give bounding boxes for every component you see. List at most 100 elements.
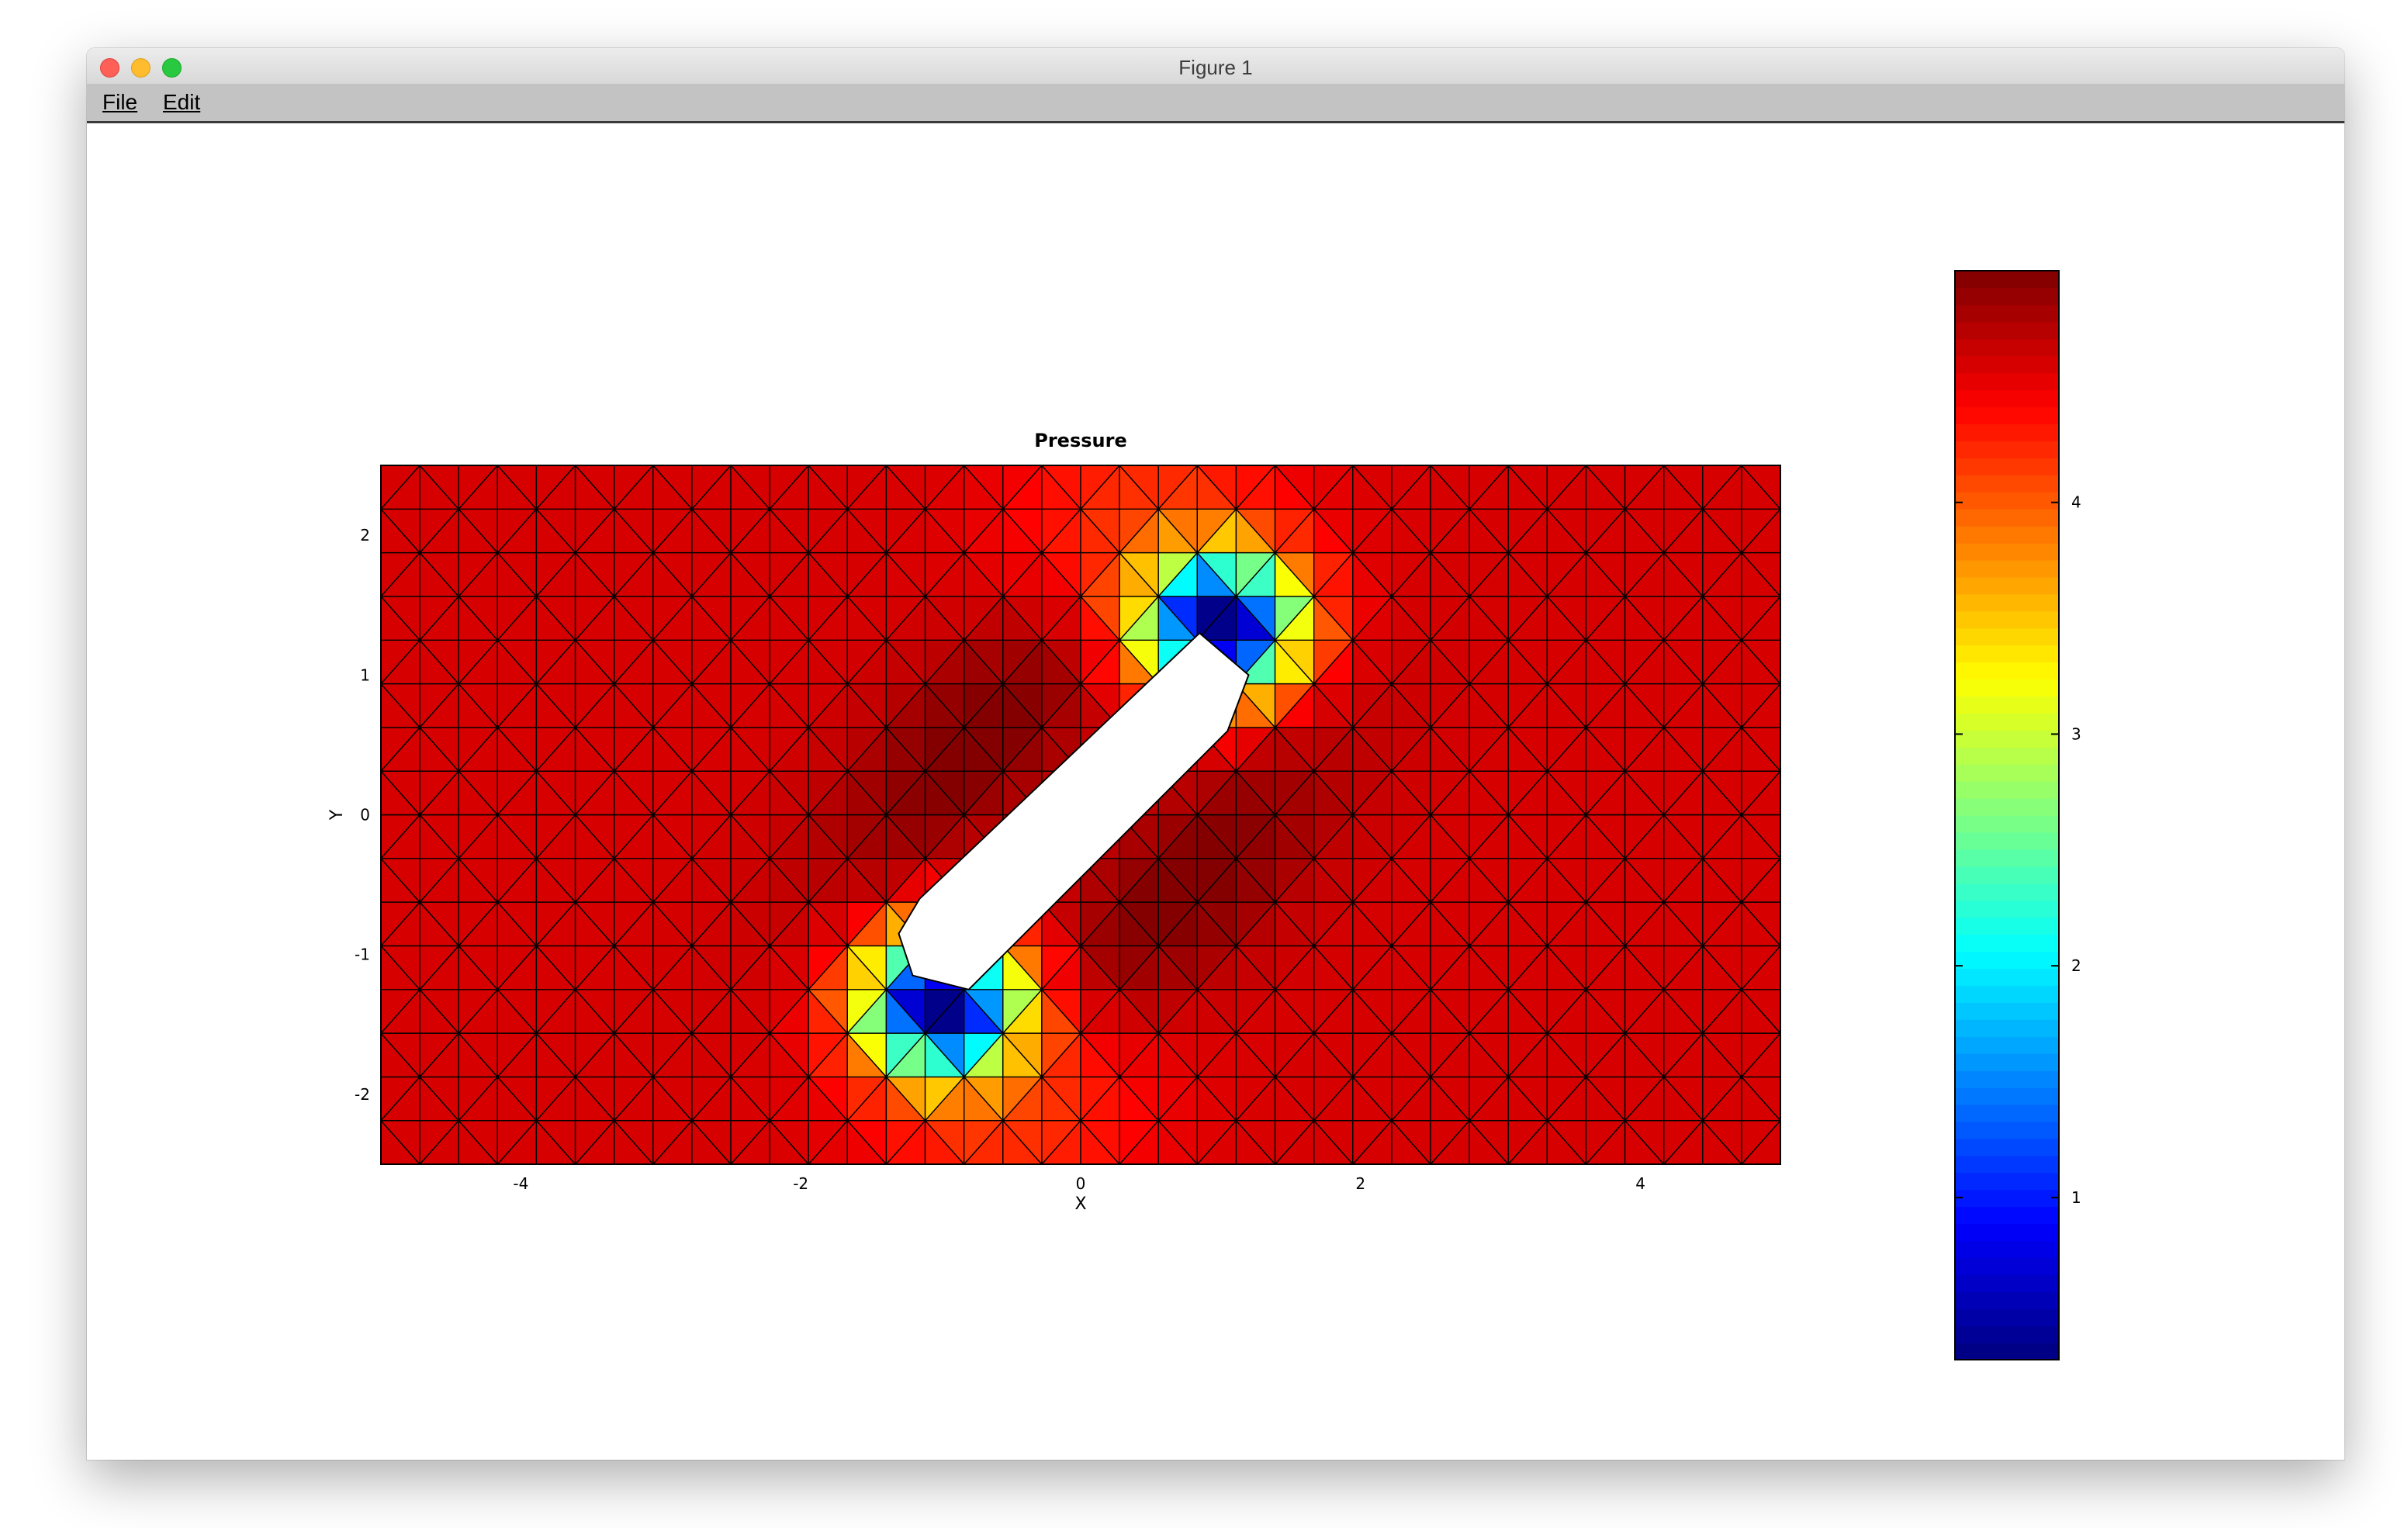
colorbar-segment	[1955, 679, 2059, 697]
colorbar-segment	[1955, 338, 2059, 357]
colorbar: 1 2 3 4	[1954, 270, 2081, 1360]
colorbar-segment	[1955, 1002, 2059, 1020]
x-axis-label: X	[1074, 1194, 1086, 1214]
colorbar-tick-label: 2	[2071, 956, 2081, 975]
y-tick-label: -1	[355, 945, 370, 964]
mesh-cell	[1157, 465, 1199, 511]
colorbar-segment	[1955, 406, 2059, 425]
colorbar-segment	[1955, 1206, 2059, 1225]
mesh-cell	[1740, 465, 1780, 510]
colorbar-segment	[1955, 883, 2059, 901]
minimize-window-button[interactable]	[131, 58, 150, 78]
colorbar-segment	[1955, 815, 2059, 833]
menu-edit-label: Edit	[163, 90, 201, 114]
colorbar-segment	[1955, 287, 2059, 306]
pressure-chart: Pressure X Y -4 -2 0 2 4 -2 -1 0 1 2 1 2 3 4	[327, 270, 2081, 1360]
mesh-cell	[1313, 465, 1354, 511]
colorbar-segment	[1955, 1138, 2059, 1156]
mesh-cell	[614, 465, 654, 511]
colorbar-segment	[1955, 559, 2059, 578]
mesh-cell	[535, 465, 576, 511]
colorbar-segment	[1955, 645, 2059, 663]
colorbar-segment	[1955, 1308, 2059, 1326]
colorbar-tick-label: 3	[2071, 724, 2081, 743]
colorbar-segment	[1955, 968, 2059, 986]
mesh-cell	[1702, 465, 1742, 511]
x-tick-label: 4	[1635, 1174, 1645, 1193]
menu-file[interactable]: File	[102, 90, 137, 115]
figure-window: Figure 1 File Edit Pressure X Y -4 -2 0 2 4 …	[87, 48, 2344, 1460]
colorbar-segment	[1955, 1036, 2059, 1054]
colorbar-segment	[1955, 1343, 2059, 1360]
title-bar[interactable]: Figure 1	[87, 48, 2344, 85]
colorbar-segment	[1955, 730, 2059, 748]
colorbar-segment	[1955, 1155, 2059, 1174]
colorbar-segment	[1955, 271, 2059, 289]
colorbar-segment	[1955, 492, 2059, 510]
mesh-cell	[691, 465, 732, 511]
mesh-cell	[381, 465, 421, 510]
colorbar-segment	[1955, 951, 2059, 970]
mesh-cell	[1080, 465, 1121, 511]
colorbar-segment	[1955, 321, 2059, 340]
y-axis-label: Y	[327, 809, 347, 821]
colorbar-segment	[1955, 866, 2059, 884]
colorbar-segment	[1955, 900, 2059, 918]
x-tick-label: -2	[793, 1174, 808, 1193]
colorbar-segment	[1955, 1223, 2059, 1242]
colorbar-segment	[1955, 475, 2059, 493]
colorbar-tick-label: 1	[2071, 1188, 2081, 1207]
colorbar-segment	[1955, 985, 2059, 1003]
mesh-cell	[846, 465, 887, 511]
mesh-plot	[381, 465, 1780, 1164]
close-window-button[interactable]	[100, 58, 119, 78]
y-tick-label: 0	[360, 806, 370, 824]
chart-title: Pressure	[1034, 430, 1126, 451]
colorbar-segment	[1955, 934, 2059, 952]
mesh-cell	[1391, 465, 1431, 511]
mesh-cell	[1235, 465, 1276, 511]
colorbar-segment	[1955, 1326, 2059, 1343]
colorbar-segment	[1955, 1240, 2059, 1258]
colorbar-tick-label: 4	[2071, 493, 2081, 512]
plot-area: Pressure X Y -4 -2 0 2 4 -2 -1 0 1 2 1 2 3 4	[87, 123, 2344, 1460]
x-tick-label: 2	[1355, 1174, 1365, 1193]
colorbar-segment	[1955, 576, 2059, 595]
mesh-cell	[769, 465, 810, 511]
x-tick-label: -4	[513, 1174, 528, 1193]
colorbar-segment	[1955, 1121, 2059, 1139]
colorbar-segment	[1955, 509, 2059, 527]
colorbar-segment	[1955, 781, 2059, 799]
colorbar-segment	[1955, 1087, 2059, 1105]
colorbar-segment	[1955, 526, 2059, 544]
mesh-cell	[458, 465, 499, 511]
colorbar-segment	[1955, 1172, 2059, 1191]
colorbar-segment	[1955, 764, 2059, 782]
obstacle	[898, 631, 1250, 990]
colorbar-segment	[1955, 696, 2059, 714]
menu-edit[interactable]: Edit	[163, 90, 200, 115]
colorbar-segment	[1955, 389, 2059, 408]
colorbar-segment	[1955, 798, 2059, 816]
window-title: Figure 1	[1178, 56, 1253, 79]
axes-frame	[380, 465, 1781, 1165]
colorbar-segment	[1955, 849, 2059, 867]
colorbar-segment	[1955, 423, 2059, 441]
menu-bar: File Edit	[87, 84, 2344, 123]
menu-file-label: File	[102, 90, 138, 114]
y-tick-label: -2	[355, 1085, 370, 1104]
colorbar-segment	[1955, 1257, 2059, 1275]
y-axis-ticks: -2 -1 0 1 2	[355, 526, 370, 1104]
colorbar-segment	[1955, 1070, 2059, 1088]
mesh-cell	[1546, 465, 1587, 511]
mesh-cell	[1469, 465, 1510, 511]
colorbar-segment	[1955, 593, 2059, 612]
colorbar-segment	[1955, 1274, 2059, 1292]
colorbar-segment	[1955, 304, 2059, 323]
colorbar-segment	[1955, 1104, 2059, 1122]
colorbar-segment	[1955, 662, 2059, 680]
colorbar-segment	[1955, 831, 2059, 850]
colorbar-segment	[1955, 1053, 2059, 1071]
mesh-cell	[1624, 465, 1665, 511]
maximize-window-button[interactable]	[162, 58, 182, 78]
